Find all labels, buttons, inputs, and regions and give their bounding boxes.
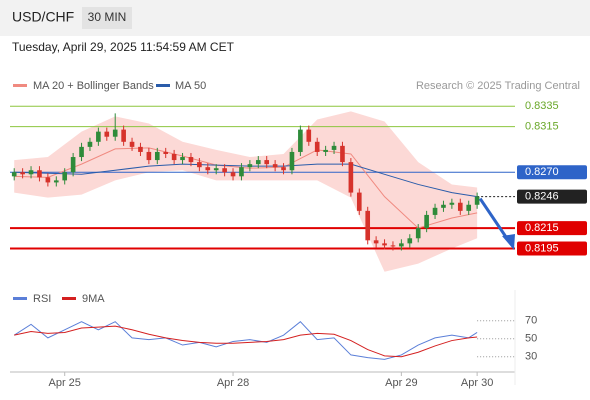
legend-swatch	[156, 84, 170, 87]
rsi-line	[14, 325, 478, 358]
candle-body	[382, 243, 387, 246]
candle-body	[154, 151, 160, 161]
x-tick-label: Apr 25	[48, 377, 80, 389]
level-label-box	[517, 165, 587, 180]
candle-body	[121, 129, 126, 142]
y-tick-label: 30	[525, 351, 537, 363]
x-tick-label: Apr 30	[461, 377, 493, 389]
candle-body	[20, 172, 25, 175]
candle-body	[104, 131, 110, 137]
candle-body	[239, 167, 244, 177]
candle-body	[87, 141, 93, 147]
candle-body	[474, 196, 480, 205]
level-label: 0.8315	[525, 120, 559, 132]
timeframe-box	[82, 7, 132, 29]
candle-body	[356, 192, 362, 211]
y-tick-label: 70	[525, 315, 537, 327]
candle-body	[70, 157, 76, 173]
candle-body	[289, 151, 295, 171]
candle-body	[62, 172, 68, 181]
candle-body	[255, 160, 261, 165]
level-label: 0.8195	[525, 242, 559, 254]
candle-body	[146, 151, 152, 161]
candle-body	[53, 180, 59, 183]
timeframe: 30 MIN	[88, 10, 127, 24]
candle-body	[197, 162, 202, 168]
candle-body	[230, 172, 236, 177]
candle-body	[323, 149, 328, 152]
candle-body	[298, 129, 303, 152]
candle-body	[222, 168, 227, 173]
forecast-arrow	[478, 197, 510, 241]
candle-body	[466, 204, 472, 211]
legend-swatch	[62, 297, 76, 300]
y-tick-label: 50	[525, 333, 537, 345]
candle-body	[399, 243, 404, 247]
candle-body	[96, 131, 101, 142]
legend-label: MA 20 + Bollinger Bands	[33, 80, 154, 92]
candle-body	[281, 167, 286, 171]
timestamp: Tuesday, April 29, 2025 11:54:59 AM CET	[12, 40, 235, 54]
candle-body	[11, 172, 17, 177]
candle-body	[441, 204, 446, 208]
candle-body	[188, 157, 194, 163]
legend-swatch	[13, 84, 27, 87]
level-label-box	[517, 241, 587, 256]
candle-body	[180, 157, 185, 161]
candle-body	[331, 145, 337, 150]
candle-body	[213, 168, 219, 171]
candle-body	[205, 167, 211, 171]
legend-label: MA 50	[175, 80, 206, 92]
candle-body	[415, 228, 421, 239]
level-label: 0.8246	[525, 191, 559, 203]
level-label: 0.8335	[525, 100, 559, 112]
candle-body	[171, 153, 177, 161]
candle-body	[45, 177, 51, 183]
candle-body	[37, 170, 42, 178]
rsi-line	[13, 321, 478, 360]
candle-body	[129, 141, 135, 147]
candle-body	[306, 129, 312, 142]
bollinger-band	[14, 111, 478, 272]
level-label-box	[517, 221, 587, 236]
candle-body	[112, 129, 118, 137]
level-label-box	[517, 189, 587, 204]
candle-body	[28, 170, 34, 175]
legend-label: 9MA	[82, 293, 105, 305]
candle-body	[247, 164, 253, 168]
candle-body	[340, 145, 345, 163]
candle-body	[138, 146, 143, 152]
symbol: USD/CHF	[12, 9, 74, 25]
candle-body	[432, 207, 438, 215]
candle-body	[424, 214, 429, 229]
level-label: 0.8270	[525, 166, 559, 178]
candle-body	[457, 202, 463, 211]
candle-body	[163, 151, 169, 154]
candle-body	[272, 164, 278, 168]
candle-body	[365, 210, 371, 241]
x-tick-label: Apr 29	[385, 377, 417, 389]
candle-body	[79, 146, 84, 158]
candle-body	[390, 245, 396, 247]
x-tick-label: Apr 28	[217, 377, 249, 389]
candle-body	[449, 202, 455, 205]
candle-body	[407, 238, 413, 244]
legend-swatch	[13, 297, 27, 300]
candle-body	[348, 162, 354, 193]
credit: Research © 2025 Trading Central	[416, 80, 580, 92]
forecast-arrowhead	[502, 234, 515, 250]
candle-body	[314, 141, 320, 152]
candle-body	[264, 160, 270, 165]
candle-body	[373, 240, 379, 244]
legend-label: RSI	[33, 293, 51, 305]
level-label: 0.8215	[525, 222, 559, 234]
